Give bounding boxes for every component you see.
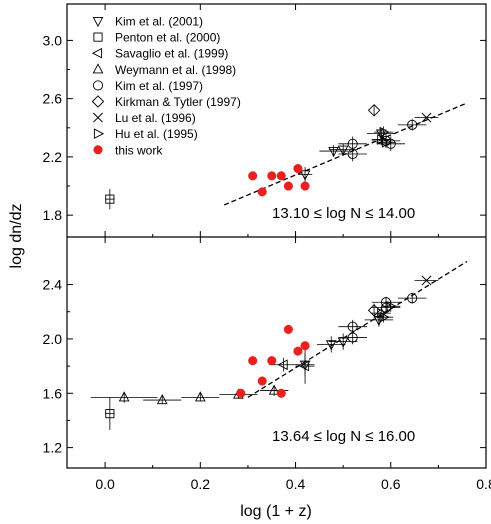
bottom-filled-circle-point — [257, 376, 267, 386]
bottom-triangle-right-point — [377, 307, 388, 319]
legend-x-marker — [93, 112, 103, 123]
top-x-point-stroke-b — [421, 112, 432, 123]
legend-item: Weymann et al. (1998) — [92, 63, 236, 77]
legend-circle-marker — [92, 80, 104, 91]
bottom-filled-circle-point — [283, 324, 293, 334]
bottom-filled-circle-point — [267, 356, 277, 366]
plot-layer: 1.8 2.2 2.6 3.0 1.2 1.6 2.0 2.4 0.0 0.2 0.4 0.6 0.8 — [43, 4, 491, 492]
bottom-y-tick-label: 1.6 — [43, 385, 63, 401]
top-circle-point — [407, 119, 418, 130]
top-filled-circle-point — [267, 171, 277, 181]
bottom-x-point — [421, 275, 432, 286]
bottom-triangle-left-point — [277, 359, 288, 371]
bottom-triangle-right-point — [386, 300, 397, 312]
legend-x-marker-stroke-b — [93, 112, 103, 123]
legend: Kim et al. (2001) Penton et al. (2000) Sav… — [91, 15, 241, 157]
top-triangle-down-point — [299, 170, 311, 181]
legend-triangle-up-marker — [92, 63, 104, 74]
top-x-point — [421, 112, 432, 123]
bottom-square-point — [105, 409, 115, 419]
x-tick-label: 0.4 — [286, 476, 306, 492]
legend-item: Hu et al. (1995) — [93, 127, 198, 141]
top-y-tick-label: 1.8 — [43, 207, 63, 223]
plot-frame — [66, 3, 487, 469]
top-panel: 1.8 2.2 2.6 3.0 — [43, 4, 487, 237]
legend-item: Savaglio et al. (1999) — [91, 47, 228, 61]
legend-diamond-marker — [91, 95, 105, 108]
bottom-triangle-up-point — [118, 391, 130, 402]
top-filled-circle-point — [276, 171, 286, 181]
bottom-filled-circle-point — [300, 341, 310, 351]
x-tick-label: 0.0 — [95, 476, 115, 492]
top-circle-point — [347, 138, 358, 149]
top-filled-circle-point — [283, 181, 293, 191]
top-y-tick-label: 3.0 — [43, 32, 63, 48]
legend-triangle-right-marker — [93, 128, 105, 140]
legend-item: Kirkman & Tytler (1997) — [91, 95, 241, 109]
legend-label: Kirkman & Tytler (1997) — [115, 95, 241, 109]
legend-item: this work — [93, 143, 163, 157]
legend-label: Penton et al. (2000) — [115, 31, 220, 45]
top-filled-circle-point — [257, 187, 267, 197]
bottom-triangle-down-point — [325, 340, 337, 351]
top-filled-circle-point — [248, 171, 258, 181]
x-tick-label: 0.6 — [381, 476, 401, 492]
legend-item: Kim et al. (2001) — [92, 15, 203, 29]
legend-item: Lu et al. (1996) — [93, 111, 196, 125]
bottom-triangle-down-point — [337, 337, 349, 348]
top-y-tick-label: 2.6 — [43, 91, 63, 107]
legend-label: Kim et al. (2001) — [115, 15, 203, 29]
bottom-triangle-down-point — [299, 360, 311, 371]
top-triangle-down-point — [337, 145, 349, 156]
x-tick-label: 0.2 — [191, 476, 211, 492]
bottom-filled-circle-point — [248, 356, 258, 366]
top-triangle-right-point — [381, 136, 393, 148]
legend-item: Penton et al. (2000) — [93, 31, 220, 45]
top-filled-circle-point — [293, 164, 303, 174]
bottom-triangle-up-point — [194, 391, 206, 402]
top-panel-range-label: 13.10 ≤ log N ≤ 14.00 — [272, 205, 415, 222]
legend-item: Kim et al. (1997) — [92, 79, 203, 93]
bottom-y-tick-label: 2.4 — [43, 277, 63, 293]
bottom-panel-range-label: 13.64 ≤ log N ≤ 16.00 — [272, 428, 415, 445]
bottom-x-point-stroke-b — [421, 275, 432, 286]
bottom-triangle-down-point — [373, 315, 385, 326]
bottom-filled-circle-point — [293, 346, 303, 356]
legend-square-marker — [93, 32, 103, 42]
bottom-triangle-right-point — [379, 311, 390, 323]
bottom-y-tick-label: 2.0 — [43, 331, 63, 347]
top-filled-circle-point — [300, 181, 310, 191]
legend-label: this work — [115, 143, 163, 157]
legend-label: Kim et al. (1997) — [115, 79, 203, 93]
bottom-fit-line — [247, 260, 468, 398]
bottom-circle-point — [407, 293, 418, 304]
top-triangle-down-point — [328, 147, 339, 158]
bottom-filled-circle-point — [236, 388, 246, 398]
top-diamond-point — [367, 104, 381, 117]
legend-filled-circle-marker — [93, 145, 103, 155]
bottom-filled-circle-point — [276, 388, 286, 398]
x-axis-title: log (1 + z) — [240, 503, 312, 520]
legend-label: Weymann et al. (1998) — [115, 63, 236, 77]
bottom-triangle-up-point — [156, 393, 168, 405]
legend-triangle-left-marker — [91, 47, 103, 59]
legend-label: Hu et al. (1995) — [115, 127, 198, 141]
bottom-y-tick-label: 1.2 — [43, 440, 63, 456]
legend-triangle-down-marker — [92, 16, 104, 28]
bottom-triangle-up-point — [268, 384, 280, 395]
legend-label: Lu et al. (1996) — [115, 111, 196, 125]
bottom-circle-point — [347, 321, 358, 332]
top-triangle-right-point — [379, 126, 390, 138]
bottom-panel: 1.2 1.6 2.0 2.4 0.0 0.2 0.4 0.6 0.8 — [43, 237, 491, 492]
x-tick-label: 0.8 — [476, 476, 491, 492]
top-y-tick-label: 2.2 — [43, 149, 63, 165]
y-axis-title: log dn/dz — [8, 204, 25, 269]
legend-label: Savaglio et al. (1999) — [115, 47, 228, 61]
top-square-point — [105, 194, 115, 204]
